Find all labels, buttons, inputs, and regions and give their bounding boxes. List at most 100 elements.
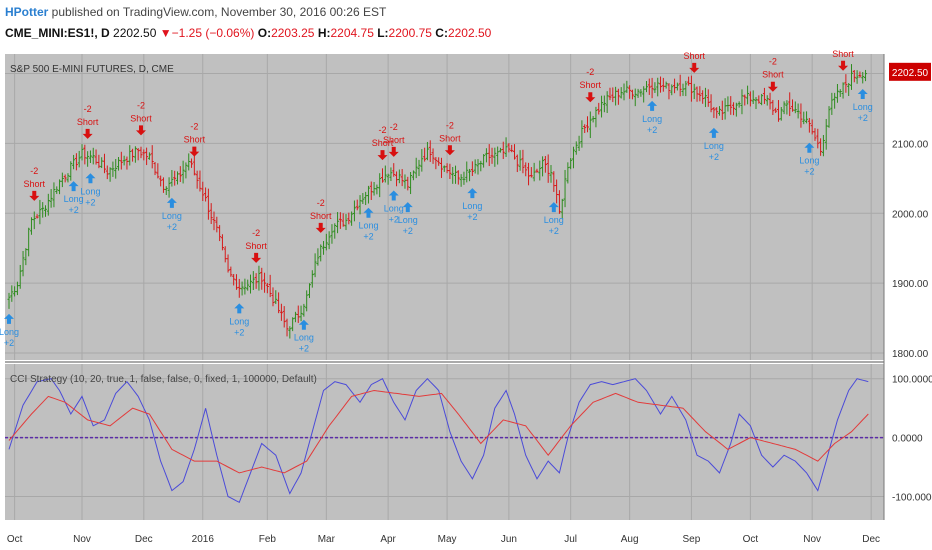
- ohlc-bar: [232, 274, 236, 286]
- ohlc-bar: [628, 85, 632, 99]
- ohlc-bar: [490, 147, 494, 164]
- ohlc-bar: [226, 254, 230, 273]
- ohlc-bar: [659, 76, 663, 93]
- long-arrow-icon: [68, 181, 79, 192]
- chart-area[interactable]: 2200.002100.002000.001900.001800.00100.0…: [0, 48, 932, 550]
- ohlc-bar: [77, 150, 81, 168]
- long-signal-label: Long: [162, 211, 182, 221]
- ohlc-bar: [254, 273, 258, 289]
- ohlc-bar: [150, 145, 154, 169]
- ohlc-bar: [462, 171, 466, 185]
- ohlc-bar: [650, 77, 654, 99]
- ohlc-bar: [234, 274, 238, 290]
- ohlc-bar: [105, 165, 109, 180]
- ohlc-bar: [445, 163, 449, 174]
- ohlc-bar: [159, 175, 163, 187]
- ohlc-bar: [827, 106, 831, 128]
- ohlc-bar: [473, 159, 477, 174]
- short-signal-label: Short: [310, 211, 332, 221]
- long-arrow-icon: [363, 207, 374, 218]
- ohlc-bar: [512, 144, 516, 160]
- ohlc-bar: [583, 124, 587, 134]
- ohlc-bar: [838, 89, 842, 97]
- long-signal-label: Long: [544, 215, 564, 225]
- ohlc-bar: [293, 311, 297, 323]
- ohlc-bar: [521, 149, 525, 174]
- ohlc-bar: [498, 147, 502, 153]
- ohlc-bar: [468, 168, 472, 182]
- ohlc-bar: [776, 100, 780, 122]
- time-axis-label: Mar: [318, 534, 336, 545]
- ohlc-bar: [459, 174, 463, 187]
- short-arrow-icon: [251, 252, 262, 263]
- ohlc-bar: [594, 106, 598, 128]
- ohlc-bar: [701, 90, 705, 104]
- ohlc-bar: [153, 162, 157, 176]
- short-signal-label: Short: [77, 117, 99, 127]
- ohlc-bar: [431, 148, 435, 164]
- time-axis-bg: [5, 520, 884, 550]
- ohlc-bar: [785, 100, 789, 115]
- ohlc-bar: [181, 160, 185, 184]
- long-arrow-icon: [234, 303, 245, 314]
- short-signal-label: Short: [130, 113, 152, 123]
- ohlc-bar: [824, 118, 828, 150]
- short-arrow-icon: [838, 60, 849, 71]
- ohlc-bar: [397, 169, 401, 184]
- ohlc-bar: [378, 173, 382, 198]
- long-signal-qty: +2: [403, 226, 413, 236]
- price-axis-label: 2000.00: [892, 209, 929, 220]
- ohlc-bar: [381, 168, 385, 183]
- ohlc-bar: [684, 80, 688, 97]
- ohlc-bar: [653, 82, 657, 93]
- ohlc-bar: [571, 146, 575, 169]
- ohlc-bar: [639, 89, 643, 97]
- ohlc-bar: [268, 274, 272, 298]
- long-signal-label: Long: [0, 327, 19, 337]
- short-signal-label: Short: [372, 138, 394, 148]
- ohlc-bar: [698, 86, 702, 102]
- author-link[interactable]: HPotter: [5, 5, 49, 19]
- long-arrow-icon: [85, 173, 96, 184]
- ohlc-bar: [336, 212, 340, 234]
- ohlc-bar: [527, 162, 531, 186]
- ohlc-bar: [552, 171, 556, 192]
- ohlc-bar: [456, 170, 460, 185]
- ohlc-bar: [271, 287, 275, 307]
- ohlc-bar: [86, 151, 90, 167]
- ohlc-bar: [664, 81, 668, 89]
- last-price: 2202.50: [113, 26, 157, 40]
- time-axis-label: Dec: [862, 534, 880, 545]
- ohlc-bar: [805, 111, 809, 124]
- ohlc-bar: [768, 92, 772, 110]
- ohlc-bar: [442, 165, 446, 172]
- ohlc-bar: [347, 212, 351, 225]
- ohlc-bar: [389, 167, 393, 182]
- ohlc-bar: [591, 115, 595, 123]
- ohlc-bar: [479, 160, 483, 172]
- ohlc-bar: [161, 177, 165, 193]
- ohlc-bar: [24, 248, 28, 266]
- ohlc-bar: [642, 86, 646, 103]
- long-signal-qty: +2: [68, 205, 78, 215]
- header: HPotter published on TradingView.com, No…: [0, 0, 932, 48]
- ohlc-bar: [504, 137, 508, 157]
- down-arrow-icon: ▼: [159, 26, 172, 40]
- ohlc-bar: [726, 96, 730, 112]
- last-price-tag-text: 2202.50: [892, 68, 929, 79]
- ohlc-bar: [670, 84, 674, 96]
- short-signal-qty: -2: [190, 122, 198, 132]
- ohlc-bar: [38, 199, 42, 225]
- time-axis-label: Feb: [259, 534, 277, 545]
- ohlc-bar: [470, 161, 474, 176]
- ohlc-bar: [541, 156, 545, 177]
- ohlc-bar: [644, 81, 648, 93]
- long-signal-qty: +2: [467, 212, 477, 222]
- ohlc-bar: [83, 144, 87, 165]
- ohlc-bar: [27, 227, 31, 257]
- ohlc-bar: [263, 272, 267, 293]
- ohlc-bar: [501, 141, 505, 160]
- ohlc-bar: [355, 199, 359, 211]
- ohlc-bar: [91, 147, 95, 165]
- time-axis-label: Oct: [7, 534, 23, 545]
